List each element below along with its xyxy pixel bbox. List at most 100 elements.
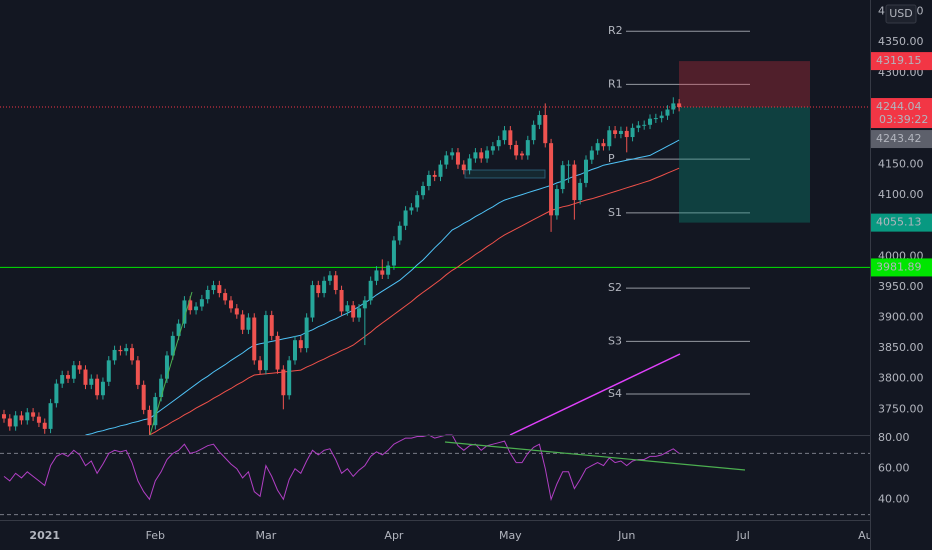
candle-body — [25, 412, 30, 421]
stop-price-label-bg — [871, 52, 932, 71]
candle-body — [391, 240, 396, 266]
candle-body — [677, 103, 682, 108]
candle-body — [537, 115, 542, 125]
candle-body — [322, 280, 327, 294]
candle-body — [194, 306, 199, 311]
candle-body — [205, 290, 210, 300]
candle-body — [77, 365, 82, 370]
candle-body — [2, 414, 6, 419]
currency-badge — [885, 4, 917, 24]
candle-body — [31, 412, 36, 417]
candle-body — [228, 300, 233, 309]
moving-average — [149, 167, 680, 436]
candle-body — [176, 323, 181, 336]
candle-body — [409, 207, 414, 211]
candle-body — [66, 375, 71, 379]
candle-body — [7, 418, 12, 427]
candle-body — [648, 118, 653, 125]
candle-body — [304, 317, 309, 349]
candle-body — [112, 349, 117, 361]
candle-body — [485, 150, 490, 159]
candle-body — [438, 164, 443, 177]
candle-body — [630, 127, 635, 138]
moving-average — [85, 139, 680, 436]
candle-body — [508, 130, 513, 145]
level-price-label: 3981.89 — [876, 260, 922, 273]
x-tick-label: Jul — [735, 529, 749, 542]
pivot-label: S3 — [608, 334, 622, 347]
candle-body — [170, 335, 175, 356]
candle-body — [48, 403, 53, 429]
candle-body — [525, 140, 530, 156]
candle-body — [89, 378, 94, 385]
candle-body — [246, 317, 251, 330]
x-tick-label: Mar — [256, 529, 277, 542]
pivot-label: S2 — [608, 281, 622, 294]
candle-body — [665, 109, 670, 116]
candle-body — [659, 115, 664, 119]
candle-body — [496, 140, 501, 147]
candle-body — [362, 300, 367, 309]
candle-body — [461, 164, 466, 171]
y-tick-label: 3800.00 — [878, 372, 924, 385]
target-price-label-bg — [871, 213, 932, 232]
last-price-label-bg — [871, 98, 932, 129]
x-tick-label: May — [499, 529, 522, 542]
plot-area: R2 R1 P S1 S2 S3 S4 — [0, 24, 870, 516]
candle-body — [275, 335, 280, 370]
candle-body — [549, 143, 554, 216]
candle-body — [671, 103, 676, 110]
candle-body — [124, 348, 129, 352]
candle-body — [182, 300, 187, 324]
x-tick-label: Apr — [384, 529, 404, 542]
candle-body — [455, 152, 460, 165]
candle-body — [502, 130, 507, 141]
secondary-price-label: 4243.42 — [876, 132, 922, 145]
candle-body — [589, 150, 594, 160]
candle-body — [130, 348, 135, 361]
candle-body — [106, 360, 111, 382]
candle-body — [42, 422, 47, 429]
y-tick-label: 4100.00 — [878, 188, 924, 201]
candle-body — [636, 125, 641, 128]
candle-body — [164, 355, 169, 379]
candle-body — [240, 314, 245, 330]
y-tick-label: 3850.00 — [878, 341, 924, 354]
candle-body — [572, 164, 577, 201]
candle-body — [607, 130, 612, 147]
x-tick-label: Au — [858, 529, 873, 542]
candle-body — [380, 270, 385, 275]
candle-body — [13, 415, 18, 427]
candle-body — [386, 265, 391, 275]
candle-body — [287, 360, 292, 396]
candle-body — [560, 165, 565, 190]
candle-body — [566, 164, 571, 166]
candle-body — [54, 383, 59, 404]
candle-body — [444, 155, 449, 165]
target-price-label: 4055.13 — [876, 216, 922, 229]
range-box — [464, 169, 546, 179]
candle-body — [258, 360, 263, 371]
candle-body — [95, 378, 100, 396]
candle-body — [153, 397, 158, 426]
candle-body — [642, 124, 647, 126]
candle-body — [19, 415, 24, 421]
candle-body — [357, 308, 362, 318]
secondary-price-label-bg — [871, 130, 932, 149]
candle-body — [467, 158, 472, 171]
candle-body — [147, 409, 152, 426]
candle-body — [624, 130, 629, 138]
x-tick-label: Jun — [617, 529, 635, 542]
candle-body — [188, 300, 193, 311]
y-tick-label: 3900.00 — [878, 311, 924, 324]
candle-body — [601, 143, 606, 147]
candle-body — [293, 340, 297, 361]
candle-body — [351, 305, 356, 318]
stop-price-label: 4319.15 — [876, 54, 922, 67]
candle-body — [252, 317, 257, 361]
candle-body — [531, 124, 536, 141]
candle-body — [490, 146, 495, 151]
candle-body — [613, 130, 618, 134]
pivot-label: S1 — [608, 206, 622, 219]
